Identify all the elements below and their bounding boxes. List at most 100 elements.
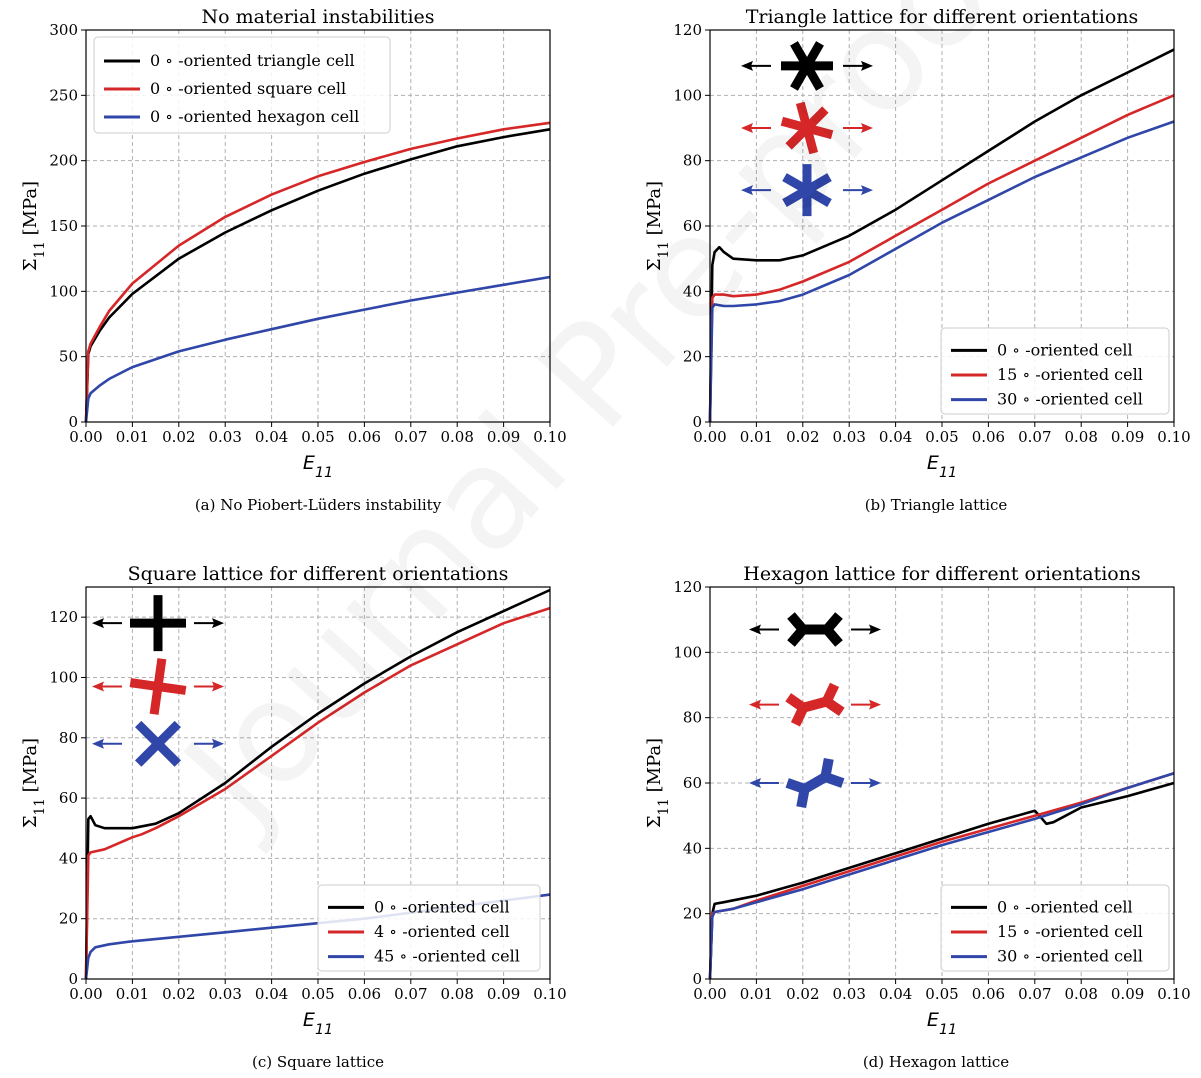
x-tick-label-7: 0.07 — [394, 985, 427, 1003]
y-tick-label-6: 120 — [673, 21, 702, 39]
y-tick-label-4: 80 — [683, 709, 702, 727]
y-tick-label-2: 40 — [683, 282, 702, 300]
y-tick-label-4: 80 — [59, 729, 78, 747]
series-line-1 — [708, 48, 1175, 423]
y-tick-label-3: 60 — [683, 217, 702, 235]
chart-panel-2: 0.00 0.01 0.02 0.03 0.04 0.05 0.06 0.07 0.08 0.09… — [644, 6, 1191, 514]
y-tick-label-0: 0 — [68, 970, 78, 988]
x-tick-label-4: 0.04 — [879, 985, 912, 1003]
y-axis-label: Σ11 [MPa] — [20, 738, 48, 828]
legend-label-3: 30 ∘ -oriented cell — [997, 947, 1143, 966]
x-tick-label-9: 0.09 — [1111, 428, 1144, 446]
y-axis-label: Σ11 [MPa] — [20, 181, 48, 271]
x-tick-label-9: 0.09 — [1111, 985, 1144, 1003]
caption: (a) No Piobert-Lüders instability — [195, 496, 442, 514]
cell-icon-2 — [741, 101, 873, 155]
chart-title: Triangle lattice for different orientati… — [746, 6, 1139, 28]
y-tick-label-6: 120 — [673, 578, 702, 596]
y-tick-label-1: 20 — [59, 910, 78, 928]
x-axis-label: E11 — [303, 452, 333, 481]
x-tick-label-4: 0.04 — [879, 428, 912, 446]
y-tick-label-5: 100 — [49, 668, 78, 686]
cell-icon-1 — [92, 595, 224, 652]
legend-label-1: 0 ∘ -oriented cell — [997, 340, 1133, 359]
x-tick-label-8: 0.08 — [1064, 985, 1097, 1003]
y-tick-label-3: 60 — [59, 789, 78, 807]
y-tick-label-2: 40 — [683, 839, 702, 857]
legend-label-3: 45 ∘ -oriented cell — [374, 947, 520, 966]
x-tick-label-1: 0.01 — [740, 985, 773, 1003]
x-axis-label: E11 — [927, 1009, 957, 1038]
x-tick-label-0: 0.00 — [693, 985, 726, 1003]
y-tick-label-2: 40 — [59, 849, 78, 867]
x-axis-label: E11 — [303, 1009, 333, 1038]
y-tick-label-6: 300 — [49, 21, 78, 39]
x-tick-label-10: 0.10 — [533, 428, 566, 446]
x-tick-label-6: 0.06 — [348, 428, 381, 446]
y-tick-label-0: 0 — [68, 413, 78, 431]
x-tick-label-5: 0.05 — [925, 428, 958, 446]
y-tick-label-1: 20 — [683, 905, 702, 923]
series-line-1 — [708, 781, 1175, 980]
y-tick-label-0: 0 — [692, 413, 702, 431]
x-tick-label-7: 0.07 — [1018, 985, 1051, 1003]
x-tick-label-3: 0.03 — [208, 428, 241, 446]
chart-title: No material instabilities — [201, 6, 434, 28]
x-axis-label: E11 — [927, 452, 957, 481]
y-tick-label-4: 80 — [683, 152, 702, 170]
series-line-3 — [708, 771, 1175, 980]
y-tick-label-6: 120 — [49, 608, 78, 626]
x-tick-label-6: 0.06 — [348, 985, 381, 1003]
y-tick-label-5: 100 — [673, 86, 702, 104]
series-line-3 — [84, 275, 551, 423]
y-tick-label-0: 0 — [692, 970, 702, 988]
x-tick-label-0: 0.00 — [69, 428, 102, 446]
y-axis-label: Σ11 [MPa] — [644, 181, 672, 271]
cell-icon-1 — [741, 41, 873, 91]
series-line-3 — [708, 120, 1175, 423]
x-tick-label-10: 0.10 — [1157, 985, 1190, 1003]
series-line-2 — [84, 606, 551, 980]
chart-title: Hexagon lattice for different orientatio… — [743, 563, 1140, 585]
legend-label-1: 0 ∘ -oriented cell — [997, 897, 1133, 916]
x-tick-label-2: 0.02 — [786, 428, 819, 446]
x-tick-label-5: 0.05 — [301, 985, 334, 1003]
legend-label-2: 4 ∘ -oriented cell — [374, 922, 510, 941]
cell-icon-1 — [749, 612, 881, 647]
caption: (d) Hexagon lattice — [863, 1053, 1009, 1071]
x-tick-label-2: 0.02 — [162, 985, 195, 1003]
legend: 0 ∘ -oriented triangle cell 0 ∘ -oriented… — [93, 36, 391, 134]
chart-panel-4: 0.00 0.01 0.02 0.03 0.04 0.05 0.06 0.07 0.08 0.09… — [644, 563, 1191, 1071]
legend-label-1: 0 ∘ -oriented cell — [374, 897, 510, 916]
y-tick-label-2: 100 — [49, 282, 78, 300]
y-tick-label-1: 20 — [683, 348, 702, 366]
legend-label-3: 30 ∘ -oriented cell — [997, 390, 1143, 409]
y-tick-label-5: 250 — [49, 86, 78, 104]
cell-icon-3 — [741, 164, 873, 217]
x-tick-label-3: 0.03 — [832, 428, 865, 446]
cell-icon-3 — [92, 720, 224, 767]
series-line-2 — [708, 94, 1175, 423]
caption: (c) Square lattice — [252, 1053, 384, 1071]
y-tick-label-1: 50 — [59, 348, 78, 366]
legend-label-2: 15 ∘ -oriented cell — [997, 922, 1143, 941]
x-tick-label-0: 0.00 — [693, 428, 726, 446]
x-tick-label-1: 0.01 — [740, 428, 773, 446]
x-tick-label-10: 0.10 — [533, 985, 566, 1003]
series-line-1 — [84, 588, 551, 980]
x-tick-label-7: 0.07 — [394, 428, 427, 446]
y-tick-label-3: 150 — [49, 217, 78, 235]
series-line-2 — [84, 121, 551, 423]
y-tick-label-5: 100 — [673, 643, 702, 661]
x-tick-label-4: 0.04 — [255, 428, 288, 446]
x-tick-label-9: 0.09 — [487, 985, 520, 1003]
x-tick-label-8: 0.08 — [440, 428, 473, 446]
chart-panel-1: 0.00 0.01 0.02 0.03 0.04 0.05 0.06 0.07 0.08 0.09… — [20, 6, 567, 514]
x-tick-label-8: 0.08 — [440, 985, 473, 1003]
x-tick-label-3: 0.03 — [208, 985, 241, 1003]
y-axis-label: Σ11 [MPa] — [644, 738, 672, 828]
x-tick-label-6: 0.06 — [972, 985, 1005, 1003]
legend: 0 ∘ -oriented cell 15 ∘ -oriented cell 30 … — [940, 327, 1170, 415]
x-tick-label-8: 0.08 — [1064, 428, 1097, 446]
